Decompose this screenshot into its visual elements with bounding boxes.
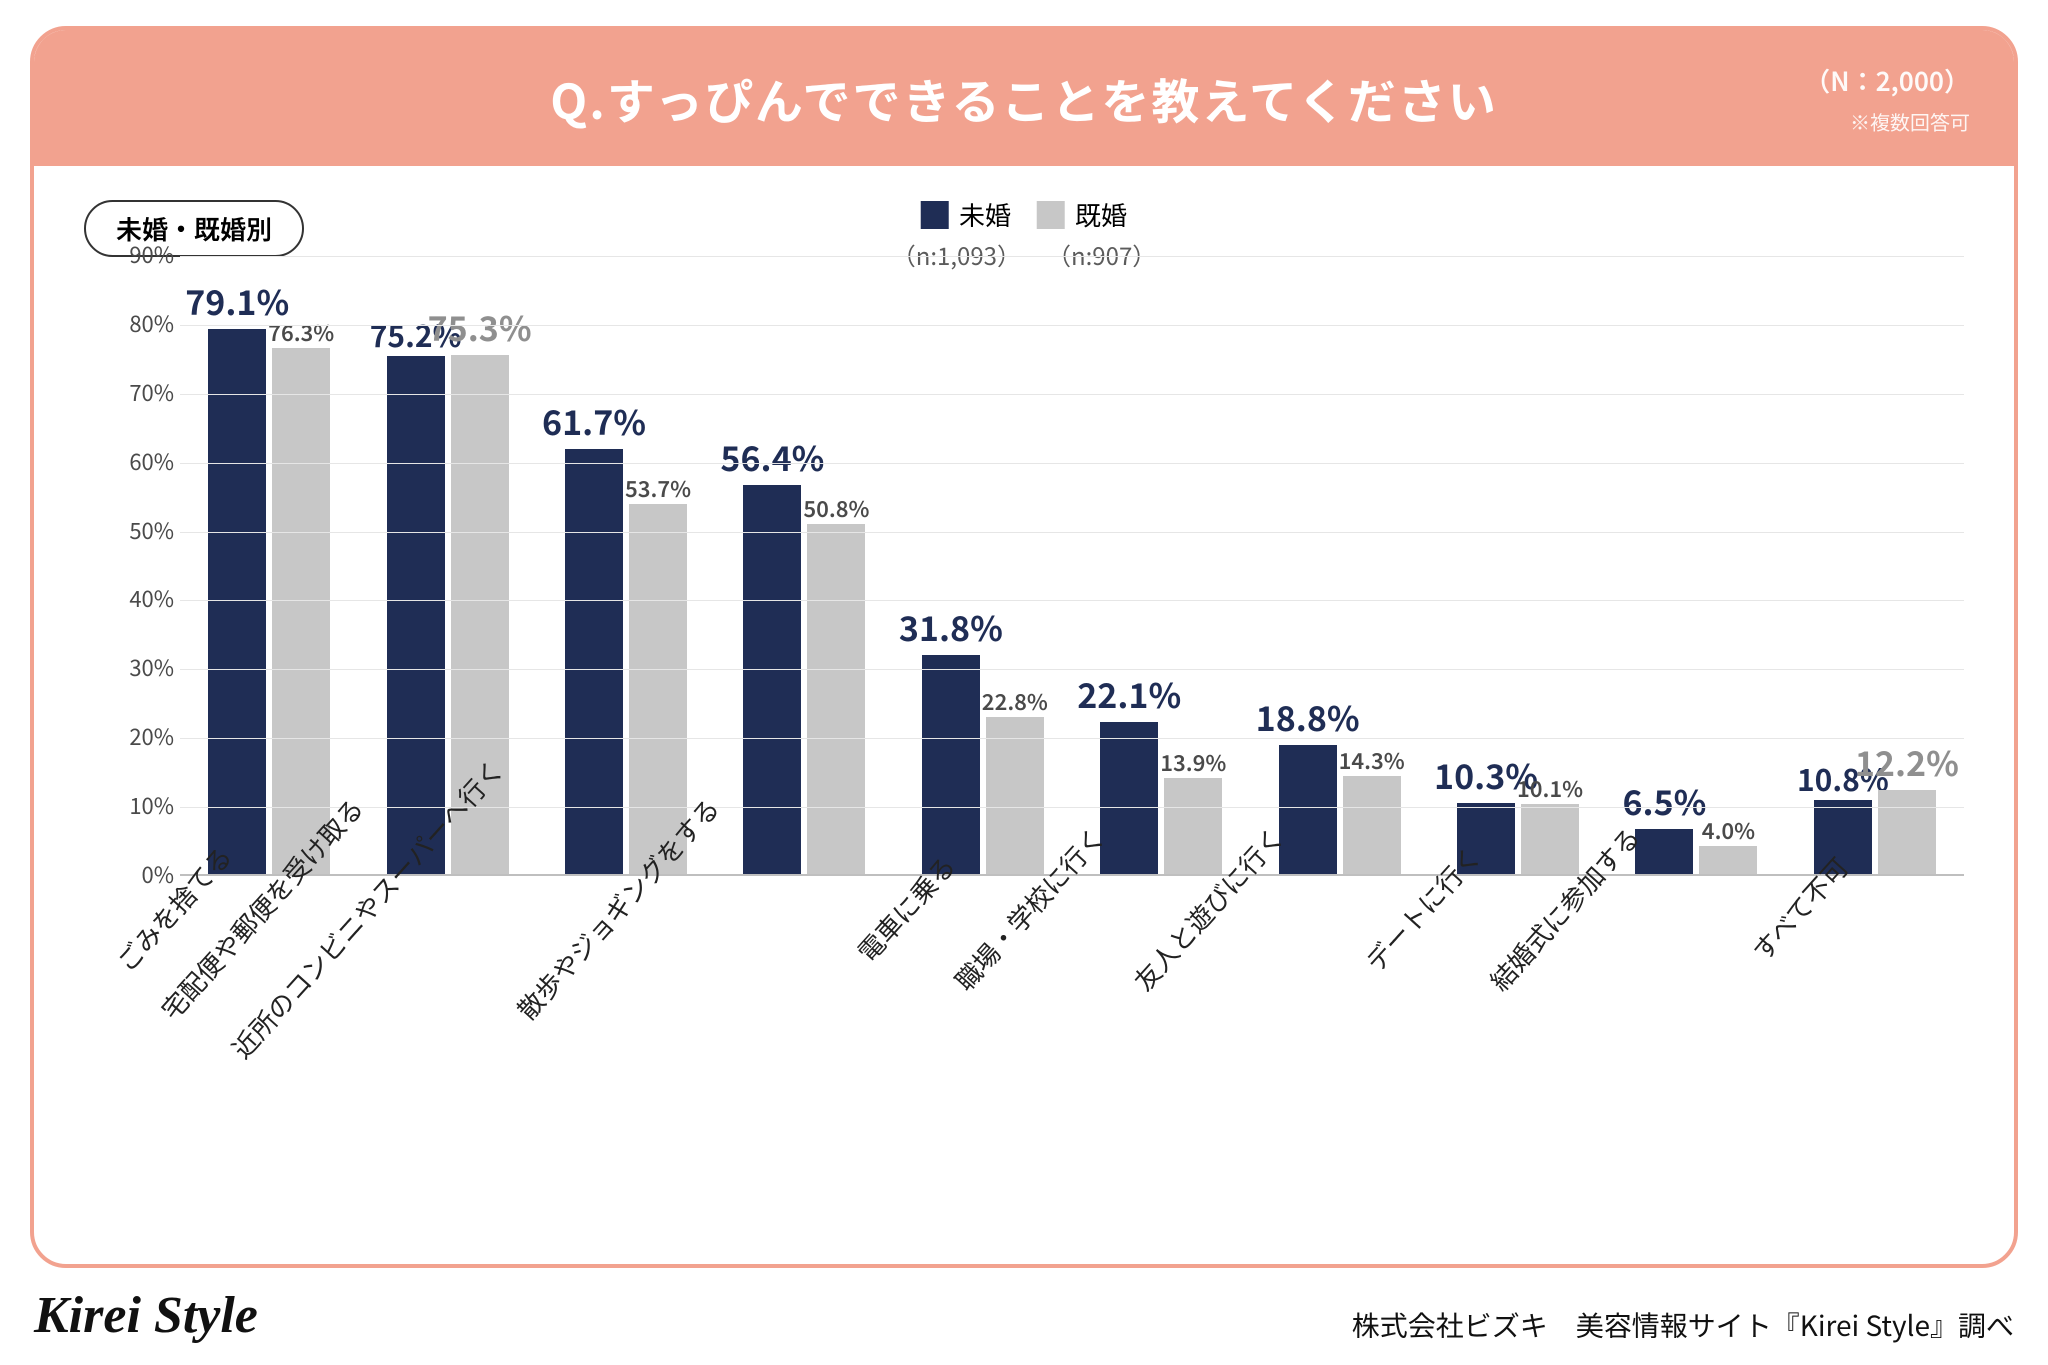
value-label-b: 22.8% [982, 685, 1048, 717]
header-meta: （N：2,000） ※複数回答可 [1804, 62, 1970, 136]
y-tick: 80% [104, 307, 174, 339]
bar-group: 61.7%53.7% [537, 256, 715, 874]
chart-title: Q.すっぴんでできることを教えてください [550, 63, 1497, 133]
bar-series-a: 56.4% [743, 485, 801, 874]
bar-series-b: 10.1% [1521, 804, 1579, 874]
bar-series-b: 4.0% [1699, 846, 1757, 874]
legend-item-b: 既婚 [1037, 196, 1127, 233]
bar-series-a: 22.1% [1100, 722, 1158, 874]
x-label: すべて不可 [1786, 888, 1964, 1268]
bar-groups: 79.1%76.3%75.2%75.3%61.7%53.7%56.4%50.8%… [180, 256, 1964, 874]
gridline [180, 256, 1964, 257]
swatch-a [921, 201, 949, 229]
value-label-b: 50.8% [803, 492, 869, 524]
value-label-b: 4.0% [1702, 814, 1755, 846]
bar-group: 10.8%12.2% [1786, 256, 1964, 874]
legend-item-a: 未婚 [921, 196, 1011, 233]
value-label-b: 76.3% [268, 316, 334, 348]
y-tick: 70% [104, 376, 174, 408]
bar-series-a: 6.5% [1635, 829, 1693, 874]
value-label-b: 53.7% [625, 472, 691, 504]
bar-group: 79.1%76.3% [180, 256, 358, 874]
bar-series-b: 22.8% [986, 717, 1044, 874]
swatch-b [1037, 201, 1065, 229]
value-label-b: 12.2% [1855, 737, 1959, 790]
x-labels: ごみを捨てる宅配便や郵便を受け取る近所のコンビニやスーパーへ行く散歩やジョギング… [180, 888, 1964, 1268]
gridline [180, 669, 1964, 670]
y-tick: 10% [104, 789, 174, 821]
bar-group: 31.8%22.8% [894, 256, 1072, 874]
value-label-a: 18.8% [1256, 692, 1360, 745]
bar-group: 10.3%10.1% [1429, 256, 1607, 874]
bar-series-b: 76.3% [272, 348, 330, 874]
gridline [180, 394, 1964, 395]
value-label-a: 6.5% [1622, 776, 1706, 829]
chart-area: 79.1%76.3%75.2%75.3%61.7%53.7%56.4%50.8%… [104, 256, 1964, 1214]
brand-logo: Kirei Style [34, 1286, 258, 1345]
gridline [180, 738, 1964, 739]
y-tick: 0% [104, 858, 174, 890]
y-tick: 20% [104, 720, 174, 752]
bar-series-b: 13.9% [1164, 778, 1222, 874]
bar-series-b: 14.3% [1343, 776, 1401, 875]
bar-group: 56.4%50.8% [715, 256, 893, 874]
bar-series-a: 61.7% [565, 449, 623, 874]
value-label-a: 22.1% [1077, 669, 1181, 722]
plot: 79.1%76.3%75.2%75.3%61.7%53.7%56.4%50.8%… [180, 256, 1964, 876]
bar-series-a: 79.1% [208, 329, 266, 874]
gridline [180, 463, 1964, 464]
gridline [180, 600, 1964, 601]
value-label-a: 31.8% [899, 602, 1003, 655]
y-tick: 30% [104, 651, 174, 683]
bar-group: 22.1%13.9% [1072, 256, 1250, 874]
y-tick: 50% [104, 514, 174, 546]
legend-b-label: 既婚 [1075, 196, 1127, 233]
bar-series-a: 31.8% [922, 655, 980, 874]
footer: Kirei Style 株式会社ビズキ 美容情報サイト『Kirei Style』… [34, 1286, 2014, 1345]
value-label-a: 56.4% [720, 432, 824, 485]
header-note: ※複数回答可 [1804, 107, 1970, 136]
credit-line: 株式会社ビズキ 美容情報サイト『Kirei Style』調べ [1352, 1305, 2014, 1345]
n-total: （N：2,000） [1804, 62, 1970, 99]
y-tick: 90% [104, 238, 174, 270]
legend-a-label: 未婚 [959, 196, 1011, 233]
y-tick: 60% [104, 445, 174, 477]
value-label-b: 13.9% [1160, 746, 1226, 778]
value-label-a: 61.7% [542, 396, 646, 449]
header: Q.すっぴんでできることを教えてください （N：2,000） ※複数回答可 [34, 30, 2014, 166]
bar-series-b: 50.8% [807, 524, 865, 874]
bar-series-a: 75.2% [387, 356, 445, 874]
gridline [180, 532, 1964, 533]
value-label-b: 10.1% [1517, 772, 1583, 804]
bar-group: 6.5%4.0% [1607, 256, 1785, 874]
y-tick: 40% [104, 582, 174, 614]
bar-series-b: 12.2% [1878, 790, 1936, 874]
chart-card: Q.すっぴんでできることを教えてください （N：2,000） ※複数回答可 未婚… [30, 26, 2018, 1268]
value-label-b: 75.3% [428, 302, 532, 355]
gridline [180, 325, 1964, 326]
bar-group: 75.2%75.3% [358, 256, 536, 874]
x-label: 宅配便や郵便を受け取る [358, 888, 536, 1268]
value-label-b: 14.3% [1339, 744, 1405, 776]
bar-group: 18.8%14.3% [1250, 256, 1428, 874]
bar-series-a: 18.8% [1279, 745, 1337, 875]
chart-body: 未婚・既婚別 未婚 既婚 （n:1,093） （n:907） 79.1%76.3… [34, 166, 2014, 1264]
